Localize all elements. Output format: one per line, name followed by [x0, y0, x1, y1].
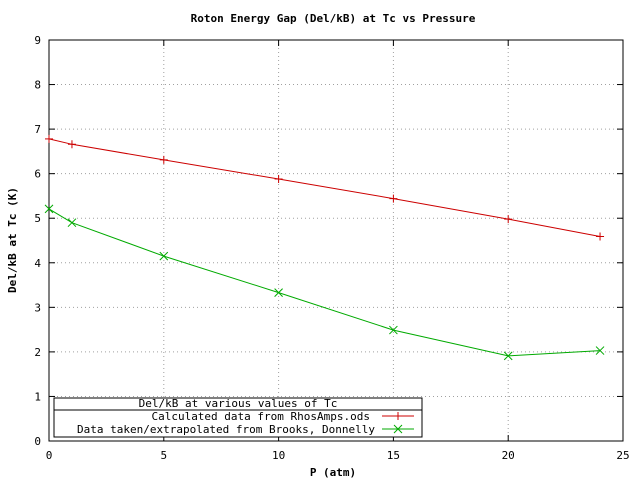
plot-frame [48, 39, 624, 442]
series-2-point [274, 288, 283, 297]
series-1-line [48, 138, 601, 237]
x-tick-label: 5 [160, 449, 167, 462]
x-tick-label: 25 [616, 449, 629, 462]
axis-ticks: 0 1 2 3 4 5 6 7 8 9 0 5 10 15 20 25 [34, 34, 629, 462]
series-2-line [48, 208, 601, 357]
y-tick-label: 5 [34, 212, 41, 225]
legend-swatch-marker-2 [393, 424, 403, 434]
y-tick-label: 6 [34, 168, 41, 181]
series-2-point [67, 218, 77, 228]
series-1-point [67, 140, 76, 149]
y-tick-label: 7 [34, 123, 41, 136]
series-2-point [389, 325, 398, 335]
series-1-point [596, 232, 605, 241]
series-1-point [504, 215, 513, 224]
legend-label-series-1: Calculated data from RhosAmps.ods [151, 410, 370, 423]
series-2-point [159, 251, 169, 261]
series-1-point [274, 175, 283, 184]
legend-label-series-2: Data taken/extrapolated from Brooks, Don… [77, 423, 375, 436]
x-tick-label: 20 [502, 449, 515, 462]
y-tick-label: 4 [34, 257, 41, 270]
x-tick-label: 0 [46, 449, 53, 462]
y-tick-label: 1 [34, 390, 41, 403]
chart-title: Roton Energy Gap (Del/kB) at Tc vs Press… [191, 12, 476, 25]
series-2-point [44, 204, 54, 214]
legend-swatch-marker-1 [394, 412, 402, 420]
x-axis-label: P (atm) [310, 466, 356, 479]
legend-title: Del/kB at various values of Tc [139, 397, 338, 410]
series-1-point [45, 134, 53, 143]
series-layer [44, 134, 605, 361]
y-tick-label: 3 [34, 301, 41, 314]
series-2-point [595, 346, 605, 355]
series-2-point [503, 351, 513, 361]
y-axis-label: Del/kB at Tc (K) [6, 187, 19, 293]
grid [49, 40, 623, 441]
series-2 [44, 204, 605, 361]
y-tick-label: 9 [34, 34, 41, 47]
series-1-point [159, 155, 168, 164]
y-tick-label: 8 [34, 79, 41, 92]
series-1-point [389, 194, 398, 203]
legend-box [53, 397, 423, 438]
series-1 [45, 134, 605, 241]
x-tick-label: 10 [272, 449, 285, 462]
legend: Del/kB at various values of Tc Calculate… [53, 397, 423, 438]
y-tick-label: 0 [34, 435, 41, 448]
x-tick-label: 15 [387, 449, 400, 462]
y-tick-label: 2 [34, 346, 41, 359]
